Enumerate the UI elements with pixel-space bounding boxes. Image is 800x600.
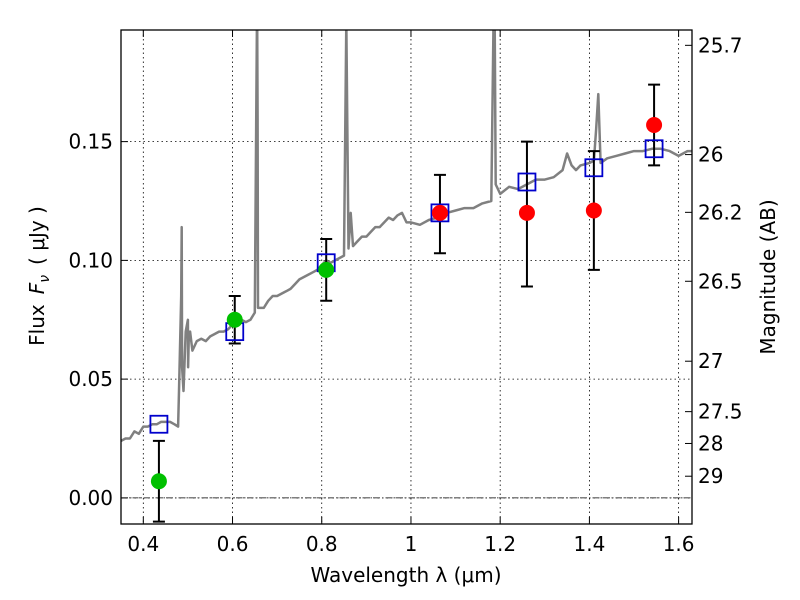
x-tick-label: 0.6 [217, 532, 249, 556]
nir-point [585, 202, 602, 219]
nir-point [518, 204, 535, 221]
y-axis-label-symbol: F [25, 282, 49, 294]
error-bars [152, 83, 661, 523]
magnitude-tick-label: 25.7 [698, 33, 743, 57]
magnitude-tick-label: 28 [698, 431, 723, 455]
grid [121, 30, 692, 524]
nir-point [431, 204, 448, 221]
magnitude-tick-label: 26.2 [698, 200, 743, 224]
y-axis-label-subscript: ν [37, 275, 53, 283]
model-point [149, 414, 169, 434]
model-points [149, 139, 664, 434]
x-tick-label: 1.2 [484, 532, 516, 556]
magnitude-tick-label: 29 [698, 464, 723, 488]
model-point [430, 203, 450, 223]
magnitude-tick-label: 26 [698, 143, 723, 167]
y-axis-label-unit: ( μJy ) [25, 206, 49, 265]
magnitude-tick-label: 26.5 [698, 269, 743, 293]
spectrum-line [121, 30, 692, 443]
x-tick-label: 0.4 [127, 532, 159, 556]
optical-point [318, 261, 335, 278]
y-axis-label-text: Flux [25, 304, 49, 346]
x-axis-label: Wavelength λ (μm) [310, 563, 501, 587]
model-point [584, 158, 604, 178]
magnitude-axis-label: Magnitude (AB) [756, 199, 780, 354]
x-tick-label: 1 [405, 532, 418, 556]
magnitude-axis-ticks: 25.7 26 26.2 26.5 27 27.5 28 29 [685, 33, 743, 488]
y-tick-label: 0.10 [68, 248, 113, 272]
x-axis-ticks: 0.4 0.6 0.8 1 1.2 1.4 1.6 [127, 30, 695, 556]
nir-point [646, 117, 663, 133]
model-point [517, 172, 537, 192]
x-tick-label: 1.4 [573, 532, 605, 556]
x-tick-label: 1.6 [663, 532, 695, 556]
y-axis-label: Flux Fν ( μJy ) [25, 206, 53, 346]
model-point [644, 139, 664, 159]
y-tick-label: 0.00 [68, 486, 113, 510]
plot-frame [120, 29, 693, 525]
magnitude-tick-label: 27 [698, 349, 723, 373]
observed-points [150, 117, 663, 490]
y-tick-label: 0.15 [68, 130, 113, 154]
optical-point [226, 311, 243, 328]
y-tick-label: 0.05 [68, 367, 113, 391]
spectrum-series [121, 30, 692, 443]
x-tick-label: 0.8 [306, 532, 338, 556]
optical-point [150, 473, 167, 490]
y-axis-ticks: 0.00 0.05 0.10 0.15 [68, 130, 128, 510]
magnitude-tick-label: 27.5 [698, 400, 743, 424]
